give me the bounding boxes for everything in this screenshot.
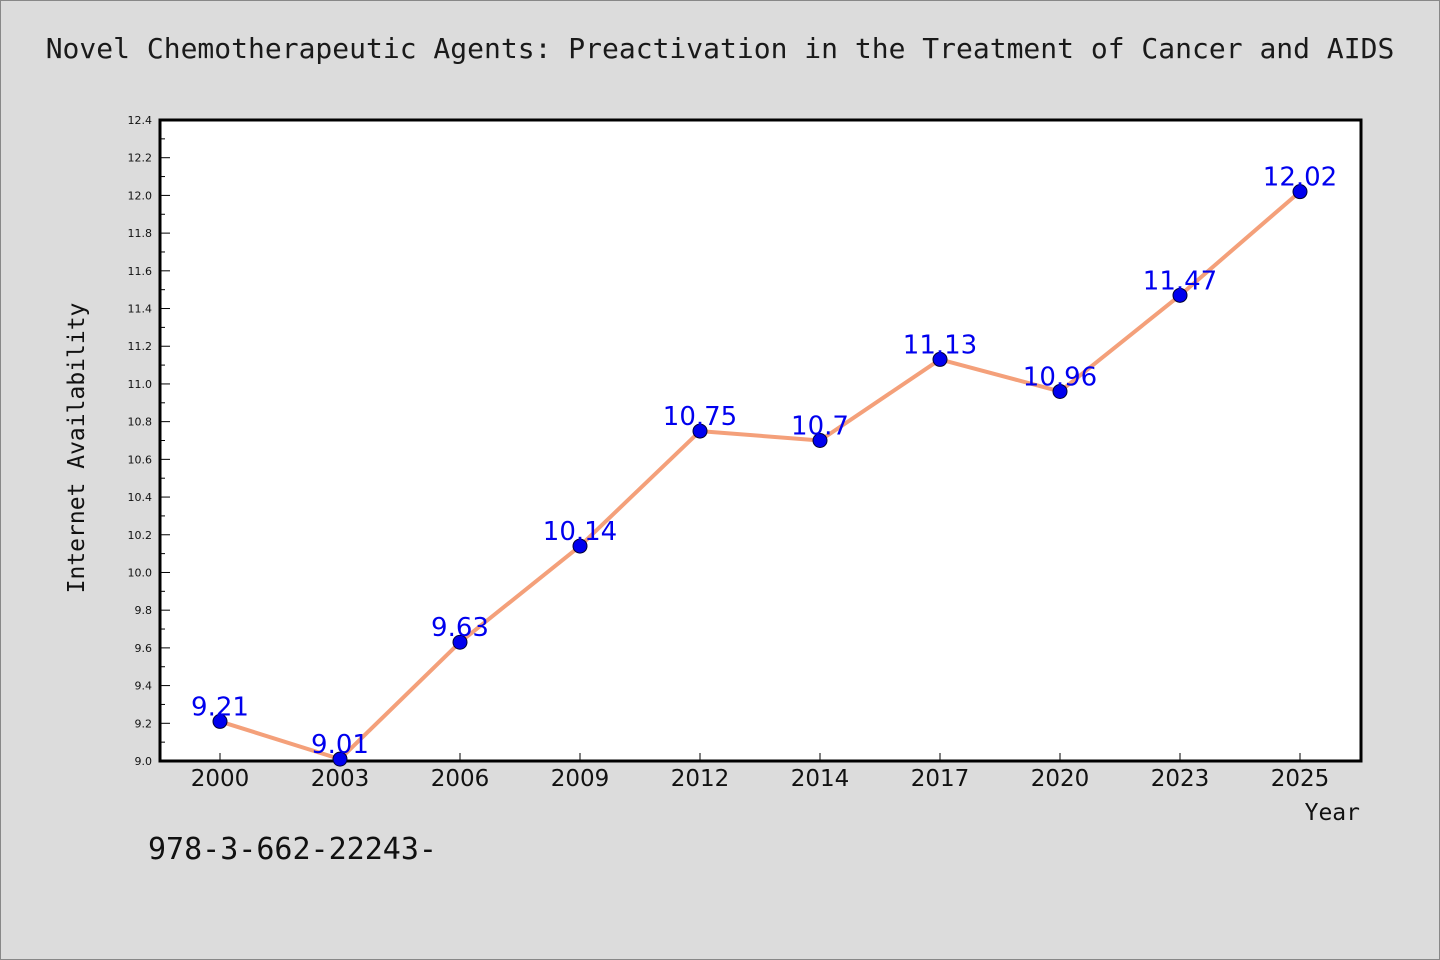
y-tick-label: 11.8 <box>128 227 153 240</box>
x-tick-label: 2003 <box>311 766 370 792</box>
y-tick-label: 10.0 <box>128 566 153 579</box>
chart-title: Novel Chemotherapeutic Agents: Preactiva… <box>45 32 1395 65</box>
x-tick-label: 2023 <box>1151 766 1210 792</box>
series-line <box>219 190 1302 762</box>
y-tick-label: 9.2 <box>135 717 153 730</box>
x-tick-label: 2000 <box>191 766 250 792</box>
data-label: 10.7 <box>791 412 849 442</box>
x-tick-label: 2006 <box>431 766 490 792</box>
data-point <box>572 538 588 554</box>
x-tick-label: 2009 <box>551 766 610 792</box>
x-tick-label: 2020 <box>1031 766 1090 792</box>
data-label: 9.63 <box>431 613 489 643</box>
y-tick-label: 10.8 <box>128 416 153 429</box>
data-label: 10.96 <box>1023 362 1097 392</box>
y-tick-label: 9.6 <box>135 642 153 655</box>
data-label: 11.13 <box>903 330 977 360</box>
y-tick-label: 11.2 <box>128 340 153 353</box>
data-labels: 9.21 9.01 9.63 10.14 10.75 10.7 11.13 10.96 11.4… <box>191 163 1337 760</box>
data-label: 12.02 <box>1263 163 1337 193</box>
y-tick-label: 9.0 <box>135 755 153 768</box>
data-point <box>692 423 708 439</box>
y-axis-ticks: 9.0 9.2 9.4 9.6 9.8 10.0 10.2 10.4 10.6 10.8 11.0 1… <box>128 114 170 768</box>
x-axis-label: Year <box>1305 800 1360 826</box>
x-tick-label: 2012 <box>671 766 730 792</box>
data-label: 9.21 <box>191 692 249 722</box>
data-point <box>812 433 828 448</box>
data-point <box>932 351 948 367</box>
y-tick-label: 10.2 <box>128 529 153 542</box>
plot-area <box>158 118 1363 763</box>
y-tick-label: 12.0 <box>128 189 153 202</box>
x-tick-label: 2025 <box>1271 766 1330 792</box>
data-point <box>212 713 228 729</box>
data-point <box>1292 184 1308 200</box>
y-tick-label: 10.4 <box>128 491 153 504</box>
data-label: 10.14 <box>543 517 617 547</box>
data-point <box>332 751 348 767</box>
y-axis-label: Internet Availability <box>64 303 90 594</box>
x-tick-label: 2017 <box>911 766 970 792</box>
data-point <box>452 634 468 650</box>
footer-text: 978-3-662-22243- <box>148 832 437 867</box>
data-label: 11.47 <box>1143 266 1217 296</box>
x-tick-label: 2014 <box>791 766 850 792</box>
y-tick-label: 11.0 <box>128 378 153 391</box>
data-point <box>1172 287 1188 303</box>
y-tick-label: 12.4 <box>128 114 153 127</box>
data-point <box>1052 383 1068 399</box>
data-label: 10.75 <box>663 402 737 432</box>
data-label: 9.01 <box>311 730 369 760</box>
x-axis-ticks: 2000 2003 2006 2009 2012 2014 2017 2020 2023 2025 <box>191 753 1330 792</box>
y-tick-label: 9.4 <box>135 680 153 693</box>
y-tick-label: 12.2 <box>128 152 153 165</box>
y-tick-label: 11.4 <box>128 303 153 316</box>
y-tick-label: 10.6 <box>128 453 153 466</box>
y-tick-label: 9.8 <box>135 604 153 617</box>
y-tick-label: 11.6 <box>128 265 153 278</box>
data-markers <box>212 184 1308 767</box>
